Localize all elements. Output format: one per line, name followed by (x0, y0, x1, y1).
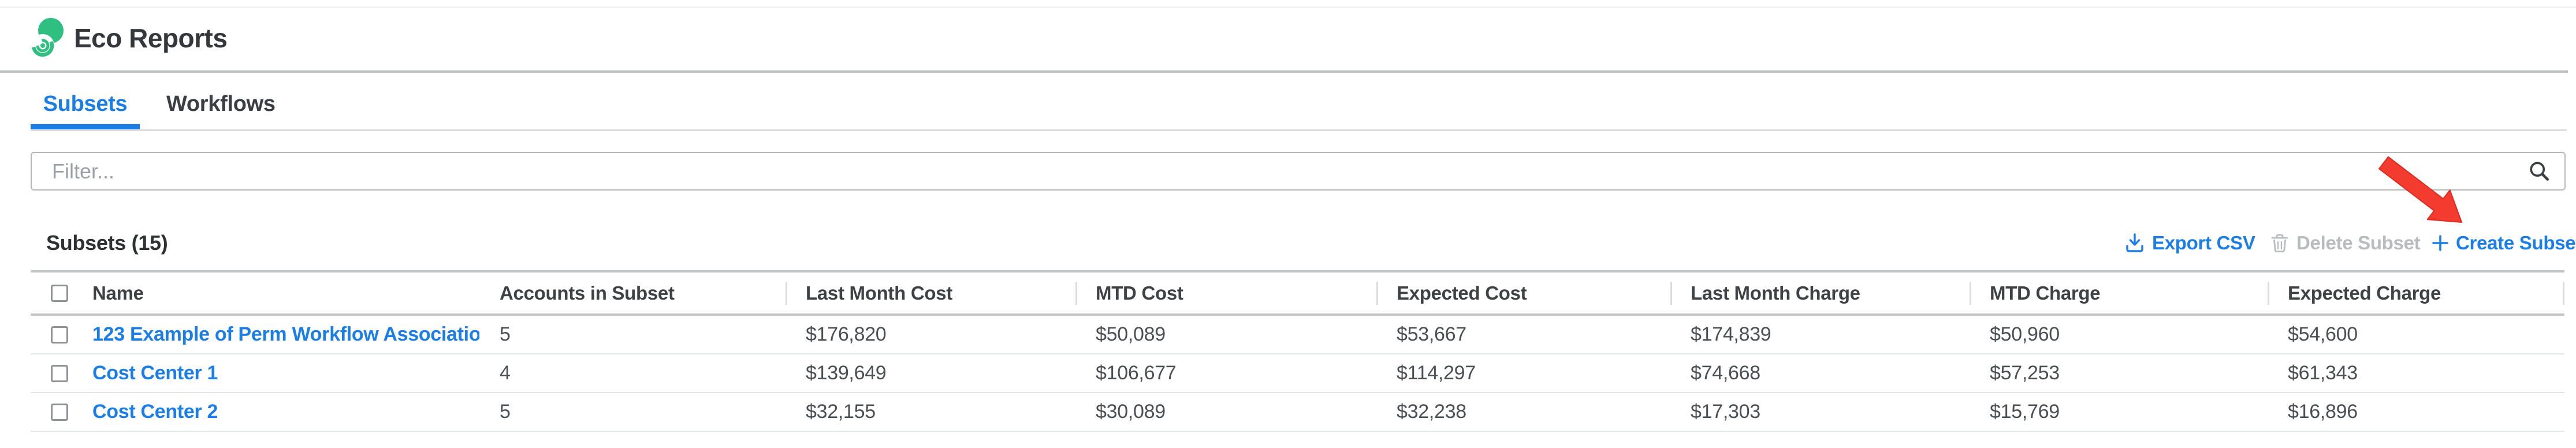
eco-spiral-logo (31, 18, 64, 57)
tab-subsets-label: Subsets (43, 91, 128, 116)
cell-expected-cost: $53,667 (1397, 323, 1466, 345)
download-icon (2126, 233, 2143, 252)
cell-last-month-charge: $74,668 (1691, 362, 1760, 384)
col-header-last-month-cost: Last Month Cost (806, 282, 952, 304)
delete-subset-button[interactable]: Delete Subset (2270, 230, 2421, 256)
cell-mtd-cost: $30,089 (1096, 401, 1166, 423)
col-header-expected-cost: Expected Cost (1397, 282, 1527, 304)
filter-input[interactable] (32, 153, 2564, 189)
table-row: Cost Center 2 5 $32,155 $30,089 $32,238 … (31, 393, 2564, 432)
col-header-accounts: Accounts in Subset (500, 282, 675, 304)
cell-last-month-charge: $17,303 (1691, 401, 1760, 423)
delete-subset-label: Delete Subset (2296, 232, 2421, 253)
cell-mtd-cost: $106,677 (1096, 362, 1177, 384)
list-heading: Subsets (15) (46, 231, 168, 255)
row-checkbox[interactable] (51, 326, 68, 344)
cell-expected-charge: $61,343 (2288, 362, 2358, 384)
cell-last-month-charge: $174,839 (1691, 323, 1771, 345)
subset-link[interactable]: 123 Example of Perm Workflow Association (92, 323, 479, 345)
col-header-expected-charge: Expected Charge (2288, 282, 2441, 304)
cell-last-month-cost: $139,649 (806, 362, 887, 384)
table-row-partial (31, 432, 2564, 448)
select-all-checkbox[interactable] (51, 284, 68, 302)
col-header-last-month-charge: Last Month Charge (1691, 282, 1860, 304)
cell-last-month-cost: $32,155 (806, 401, 876, 423)
table-row: 123 Example of Perm Workflow Association… (31, 316, 2564, 354)
subsets-table: Name Accounts in Subset Last Month Cost … (31, 270, 2564, 448)
cell-mtd-charge: $15,769 (1990, 401, 2060, 423)
tab-subsets[interactable]: Subsets (31, 83, 140, 125)
cell-mtd-cost: $50,089 (1096, 323, 1166, 345)
subset-link[interactable]: Cost Center 2 (92, 401, 218, 423)
cell-accounts: 5 (500, 401, 511, 423)
subset-link[interactable]: Cost Center 1 (92, 362, 218, 384)
export-csv-button[interactable]: Export CSV (2124, 230, 2255, 256)
tab-workflows-label: Workflows (166, 91, 276, 116)
trash-icon (2271, 234, 2288, 253)
cell-last-month-cost: $176,820 (806, 323, 887, 345)
filter-box (31, 152, 2566, 191)
tab-workflows[interactable]: Workflows (156, 83, 286, 125)
table-row: Cost Center 1 4 $139,649 $106,677 $114,2… (31, 354, 2564, 393)
row-checkbox[interactable] (51, 364, 68, 382)
cell-expected-cost: $32,238 (1397, 401, 1466, 423)
cell-accounts: 5 (500, 323, 511, 345)
col-header-name: Name (92, 282, 144, 304)
create-subset-label: Create Subset (2456, 232, 2576, 253)
row-checkbox[interactable] (51, 403, 68, 421)
cell-expected-cost: $114,297 (1397, 362, 1476, 384)
create-subset-button[interactable]: Create Subset (2432, 230, 2576, 256)
cell-expected-charge: $54,600 (2288, 323, 2358, 345)
cell-expected-charge: $16,896 (2288, 401, 2358, 423)
col-header-mtd-charge: MTD Charge (1990, 282, 2101, 304)
top-hairline (0, 6, 2576, 8)
page-title: Eco Reports (74, 23, 228, 53)
cell-accounts: 4 (500, 362, 511, 384)
active-tab-underline (31, 124, 140, 129)
export-csv-label: Export CSV (2152, 232, 2255, 253)
header-divider (0, 70, 2568, 73)
col-header-mtd-cost: MTD Cost (1096, 282, 1183, 304)
table-header-row: Name Accounts in Subset Last Month Cost … (31, 270, 2564, 316)
cell-mtd-charge: $57,253 (1990, 362, 2060, 384)
search-icon[interactable] (2526, 158, 2552, 184)
cell-mtd-charge: $50,960 (1990, 323, 2060, 345)
plus-icon (2432, 235, 2448, 251)
tabs-baseline (31, 129, 2567, 131)
